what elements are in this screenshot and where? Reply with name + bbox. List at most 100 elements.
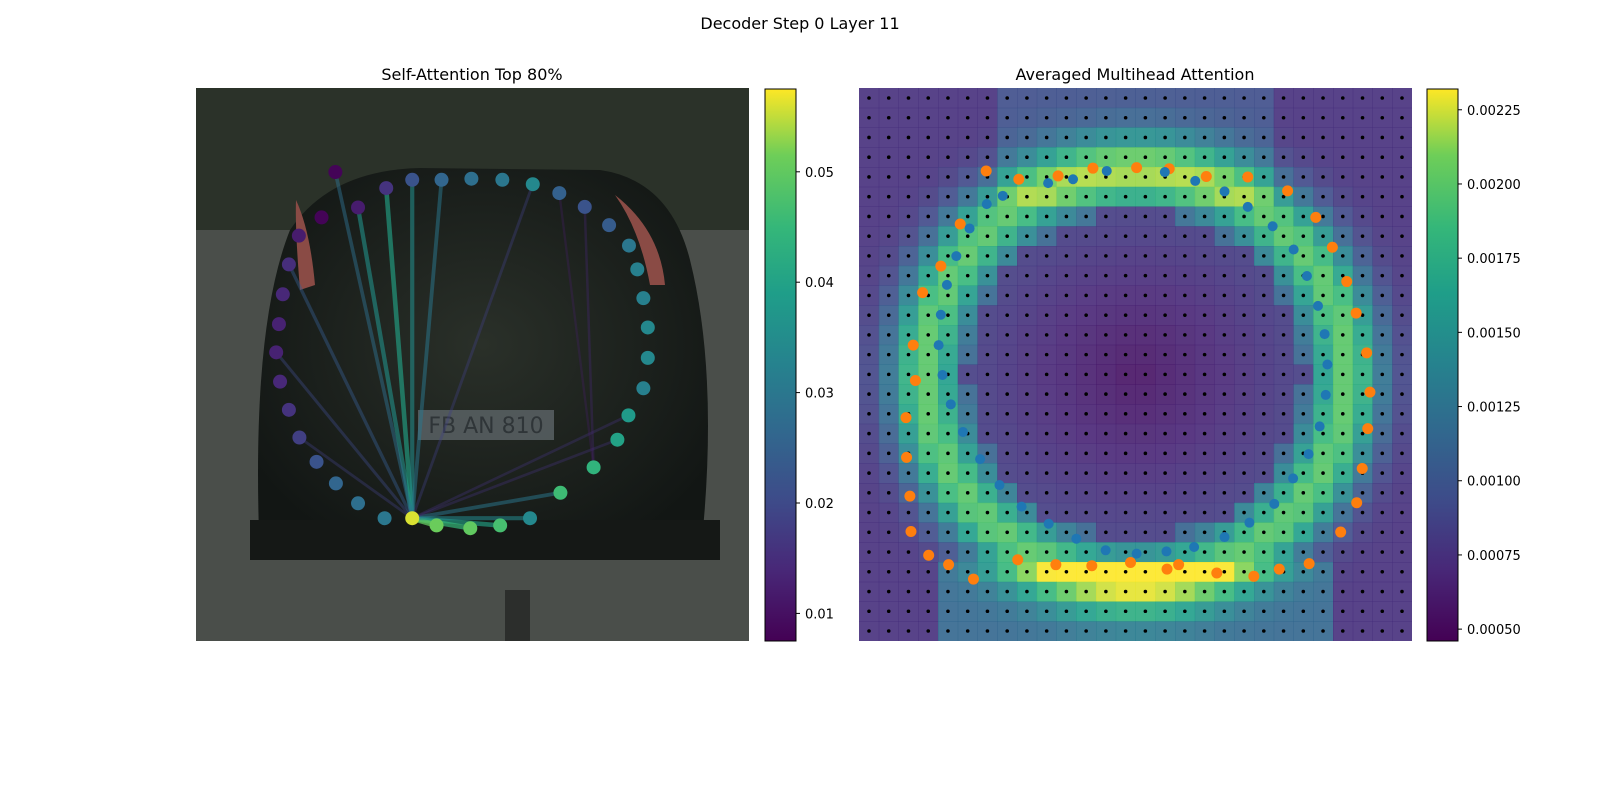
query-point-31: [281, 402, 296, 417]
grid-dot: [886, 491, 891, 495]
reference-point-4: [1131, 162, 1143, 174]
attention-edge-15: [411, 438, 618, 520]
grid-dot: [1084, 115, 1088, 120]
grid-dot: [1084, 431, 1088, 436]
grid-dot: [1202, 313, 1207, 317]
grid-dot: [1360, 234, 1365, 238]
query-point-27: [351, 496, 366, 511]
grid-dot: [1064, 313, 1069, 317]
grid-dot: [1044, 629, 1049, 633]
reference-point-39: [935, 260, 947, 272]
attention-edge-14: [411, 414, 630, 520]
grid-dot: [926, 431, 931, 436]
right-colorbar-label-6: 0.00200: [1467, 178, 1521, 193]
grid-dot: [926, 629, 931, 633]
grid-dot: [1025, 372, 1029, 377]
grid-dot: [1380, 569, 1385, 574]
grid-dot: [1123, 313, 1128, 317]
grid-dot: [1005, 451, 1009, 456]
grid-dot: [926, 412, 931, 416]
left-panel-title: Self-Attention Top 80%: [381, 65, 562, 84]
grid-dot: [946, 589, 950, 594]
grid-dot: [1380, 609, 1385, 614]
grid-dot: [1025, 175, 1029, 179]
grid-dot: [1400, 609, 1404, 614]
reference-point-35: [900, 412, 912, 424]
grid-dot: [1005, 431, 1009, 436]
grid-dot: [1400, 115, 1404, 120]
grid-dot: [886, 234, 891, 238]
grid-dot: [1321, 550, 1325, 554]
grid-dot: [906, 431, 911, 436]
grid-dot: [965, 471, 970, 475]
grid-dot: [1044, 293, 1049, 298]
grid-dot: [1321, 96, 1325, 100]
grid-dot: [1360, 491, 1365, 495]
grid-dot: [985, 273, 990, 278]
grid-dot: [886, 115, 891, 120]
grid-dot: [1084, 392, 1088, 396]
grid-dot: [1360, 530, 1365, 535]
grid-dot: [1143, 234, 1148, 238]
grid-dot: [985, 372, 990, 377]
right-colorbar: [1426, 88, 1459, 642]
grid-dot: [1123, 273, 1128, 278]
grid-dot: [1025, 530, 1029, 535]
grid-dot: [1123, 372, 1128, 377]
grid-dot: [1104, 234, 1108, 238]
grid-dot: [1301, 293, 1306, 298]
grid-dot: [1340, 313, 1345, 317]
grid-dot: [1202, 569, 1207, 574]
grid-dot: [1380, 293, 1385, 298]
query-point-33: [269, 345, 284, 360]
grid-dot: [886, 313, 891, 317]
grid-dot: [906, 313, 911, 317]
grid-dot: [1321, 254, 1325, 258]
grid-dot: [1222, 471, 1227, 475]
attention-edge-1: [383, 187, 415, 519]
grid-dot: [1143, 431, 1148, 436]
grid-dot: [985, 313, 990, 317]
grid-dot: [1222, 273, 1227, 278]
grid-dot: [1044, 372, 1049, 377]
grid-dot: [906, 293, 911, 298]
grid-dot: [1321, 510, 1325, 515]
grid-dot: [1262, 234, 1266, 238]
grid-dot: [1005, 609, 1009, 614]
reference-point-34: [901, 451, 913, 463]
query-point-38: [314, 210, 329, 225]
grid-dot: [1064, 273, 1069, 278]
grid-dot: [926, 313, 931, 317]
reference-point-38: [917, 287, 929, 299]
grid-dot: [1340, 234, 1345, 238]
grid-dot: [1143, 491, 1148, 495]
grid-dot: [1084, 273, 1088, 278]
reference-point-36: [909, 375, 921, 387]
query-point-1: [351, 200, 366, 215]
grid-dot: [1123, 491, 1128, 495]
grid-dot: [1123, 194, 1128, 199]
grid-dot: [1044, 96, 1049, 100]
attention-edge-5: [287, 263, 414, 519]
query-point-11: [621, 238, 636, 253]
grid-dot: [1321, 175, 1325, 179]
grid-dot: [886, 392, 891, 396]
reference-point-33: [904, 490, 916, 502]
left-colorbar-label-4: 0.05: [805, 166, 834, 181]
grid-dot: [926, 471, 931, 475]
grid-dot: [867, 629, 871, 633]
grid-dot: [1281, 135, 1286, 140]
grid-dot: [1025, 609, 1029, 614]
grid-dot: [1183, 530, 1187, 535]
grid-dot: [1005, 510, 1009, 515]
reference-point-37: [907, 339, 919, 351]
grid-dot: [886, 293, 891, 298]
grid-dot: [1262, 293, 1266, 298]
grid-dot: [1044, 155, 1049, 160]
grid-dot: [1380, 352, 1385, 357]
grid-dot: [926, 609, 931, 614]
reference-point-22: [1211, 567, 1223, 579]
grid-dot: [926, 96, 931, 100]
grid-dot: [867, 96, 871, 100]
query-point-31: [945, 399, 956, 410]
